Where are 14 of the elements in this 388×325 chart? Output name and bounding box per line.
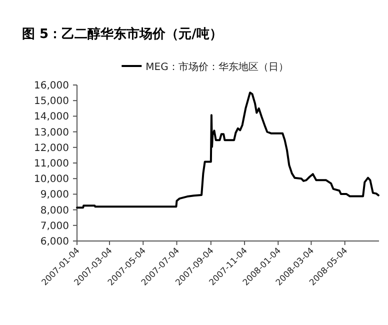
y-tick-label: 11,000 bbox=[34, 158, 69, 170]
legend: MEG：市场价：华东地区（日） bbox=[122, 62, 288, 73]
y-tick-label: 7,000 bbox=[40, 220, 69, 232]
y-tick-label: 15,000 bbox=[34, 96, 69, 108]
y-tick-label: 10,000 bbox=[34, 174, 69, 186]
y-tick-label: 16,000 bbox=[34, 80, 69, 92]
chart-title: 图 5：乙二醇华东市场价（元/吨） bbox=[22, 26, 222, 42]
y-tick-label: 12,000 bbox=[34, 142, 69, 154]
y-tick-label: 13,000 bbox=[34, 127, 69, 138]
y-tick-label: 8,000 bbox=[40, 205, 69, 216]
y-tick-label: 14,000 bbox=[34, 112, 69, 123]
legend-label: MEG：市场价：华东地区（日） bbox=[146, 61, 288, 73]
y-tick-label: 9,000 bbox=[40, 190, 69, 201]
y-tick-label: 6,000 bbox=[40, 236, 69, 248]
